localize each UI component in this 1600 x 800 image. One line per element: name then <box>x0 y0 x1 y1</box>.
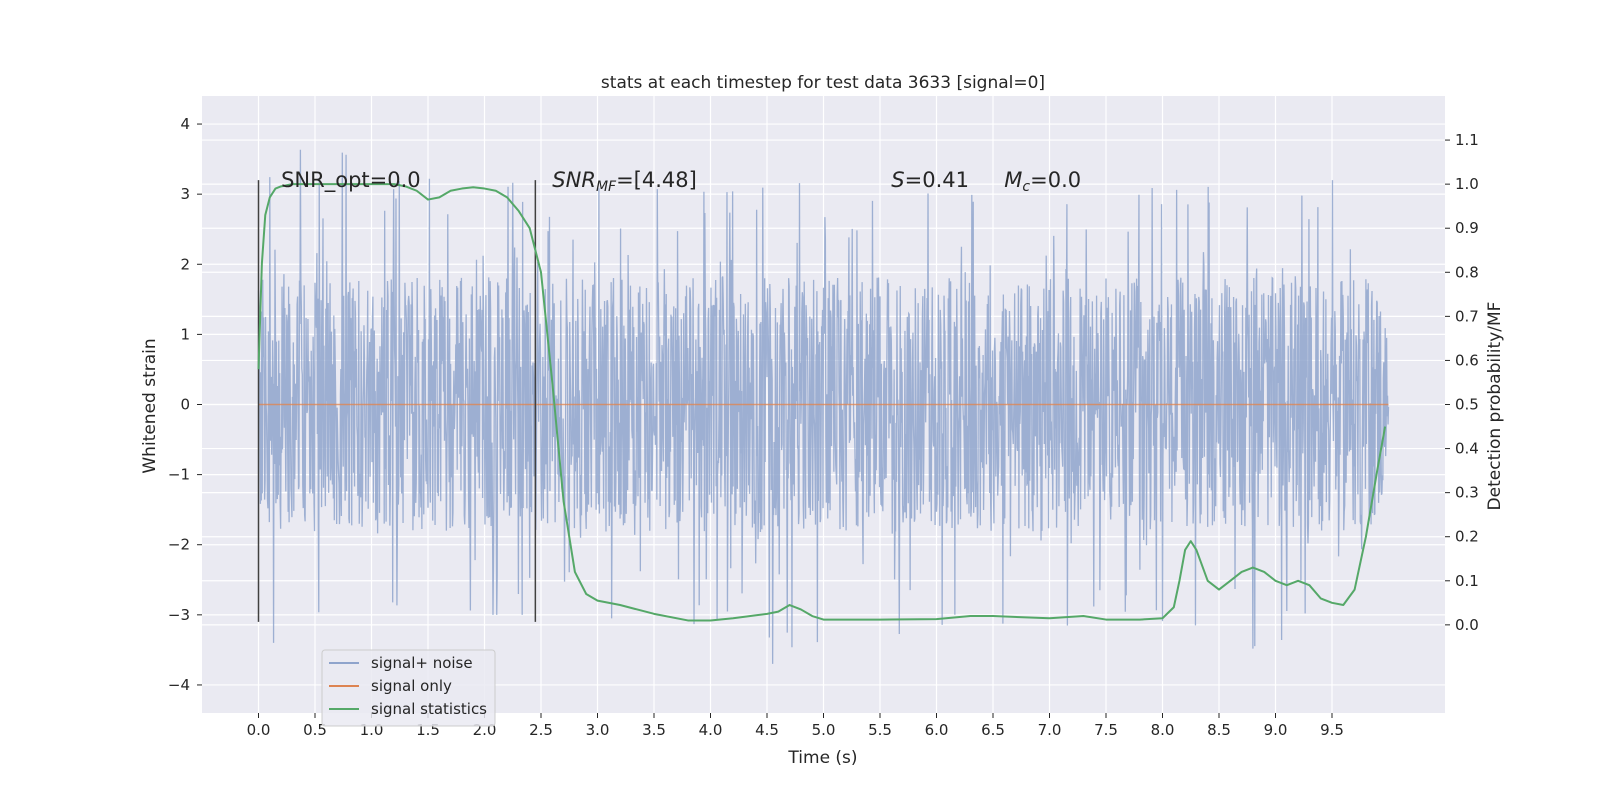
x-tick-label: 9.0 <box>1264 721 1288 739</box>
x-tick-label: 0.5 <box>303 721 327 739</box>
y-axis-right-ticks: 0.0 0.1 0.2 0.3 0.4 0.5 0.6 0.7 0.8 0.9 1.0 1.1 <box>1445 131 1479 634</box>
y-right-tick-label: 0.4 <box>1455 440 1479 458</box>
legend-label-signal-plus-noise: signal+ noise <box>371 654 473 672</box>
y-left-tick-label: 2 <box>180 255 190 273</box>
x-tick-label: 6.0 <box>925 721 949 739</box>
y-axis-left-ticks: −4 −3 −2 −1 0 1 2 3 4 <box>168 115 202 694</box>
x-tick-label: 5.5 <box>868 721 892 739</box>
legend-label-signal-only: signal only <box>371 677 452 695</box>
y-right-tick-label: 0.3 <box>1455 484 1479 502</box>
x-tick-label: 5.0 <box>812 721 836 739</box>
x-tick-label: 7.5 <box>1094 721 1118 739</box>
legend-box <box>321 649 496 727</box>
x-tick-label: 7.0 <box>1038 721 1062 739</box>
y-right-tick-label: 0.5 <box>1455 396 1479 414</box>
signal-plus-noise-line <box>257 149 1390 664</box>
y-left-tick-label: −1 <box>168 466 190 484</box>
x-tick-label: 4.5 <box>755 721 779 739</box>
x-tick-label: 2.5 <box>529 721 553 739</box>
x-tick-label: 3.5 <box>642 721 666 739</box>
x-axis-title: Time (s) <box>787 748 857 768</box>
y-left-tick-label: 3 <box>180 185 190 203</box>
annotation-text: SNRMF=[4.48] <box>552 168 697 195</box>
y-right-tick-label: 0.6 <box>1455 351 1479 369</box>
y-left-tick-label: −3 <box>168 606 190 624</box>
y-right-tick-label: 0.8 <box>1455 263 1479 281</box>
y-axis-left-title: Whitened strain <box>140 338 160 473</box>
y-right-tick-label: 0.1 <box>1455 572 1479 590</box>
annotation-text: SNR_opt=0.0 <box>281 168 421 193</box>
series-signal-plus-noise <box>257 149 1390 664</box>
signal-statistics-line <box>257 183 1387 622</box>
y-right-tick-label: 0.7 <box>1455 307 1479 325</box>
legend-label-signal-statistics: signal statistics <box>371 700 487 718</box>
x-tick-label: 0.0 <box>247 721 271 739</box>
y-right-tick-label: 1.0 <box>1455 175 1479 193</box>
y-left-tick-label: −4 <box>168 676 190 694</box>
y-right-tick-label: 0.2 <box>1455 528 1479 546</box>
x-tick-label: 8.5 <box>1207 721 1231 739</box>
series-signal-statistics <box>257 183 1387 622</box>
y-axis-right-title: Detection probability/MF <box>1485 302 1505 511</box>
y-left-tick-label: −2 <box>168 536 190 554</box>
x-tick-label: 4.0 <box>699 721 723 739</box>
y-right-tick-label: 0.0 <box>1455 616 1479 634</box>
annotations: SNR_opt=0.0 SNRMF=[4.48] S=0.41 Mc=0.0 <box>281 168 1081 195</box>
x-tick-label: 8.0 <box>1151 721 1175 739</box>
y-right-tick-label: 1.1 <box>1455 131 1479 149</box>
x-tick-label: 3.0 <box>586 721 610 739</box>
annotation-text: Mc=0.0 <box>1004 168 1081 195</box>
legend: signal+ noise signal only signal statist… <box>321 649 496 727</box>
x-tick-label: 6.5 <box>981 721 1005 739</box>
y-right-tick-label: 0.9 <box>1455 219 1479 237</box>
x-tick-label: 9.5 <box>1320 721 1344 739</box>
chart-title: stats at each timestep for test data 363… <box>601 73 1045 93</box>
y-left-tick-label: 1 <box>180 325 190 343</box>
y-left-tick-label: 4 <box>180 115 190 133</box>
y-left-tick-label: 0 <box>180 396 190 414</box>
annotation-text: S=0.41 <box>891 168 969 192</box>
